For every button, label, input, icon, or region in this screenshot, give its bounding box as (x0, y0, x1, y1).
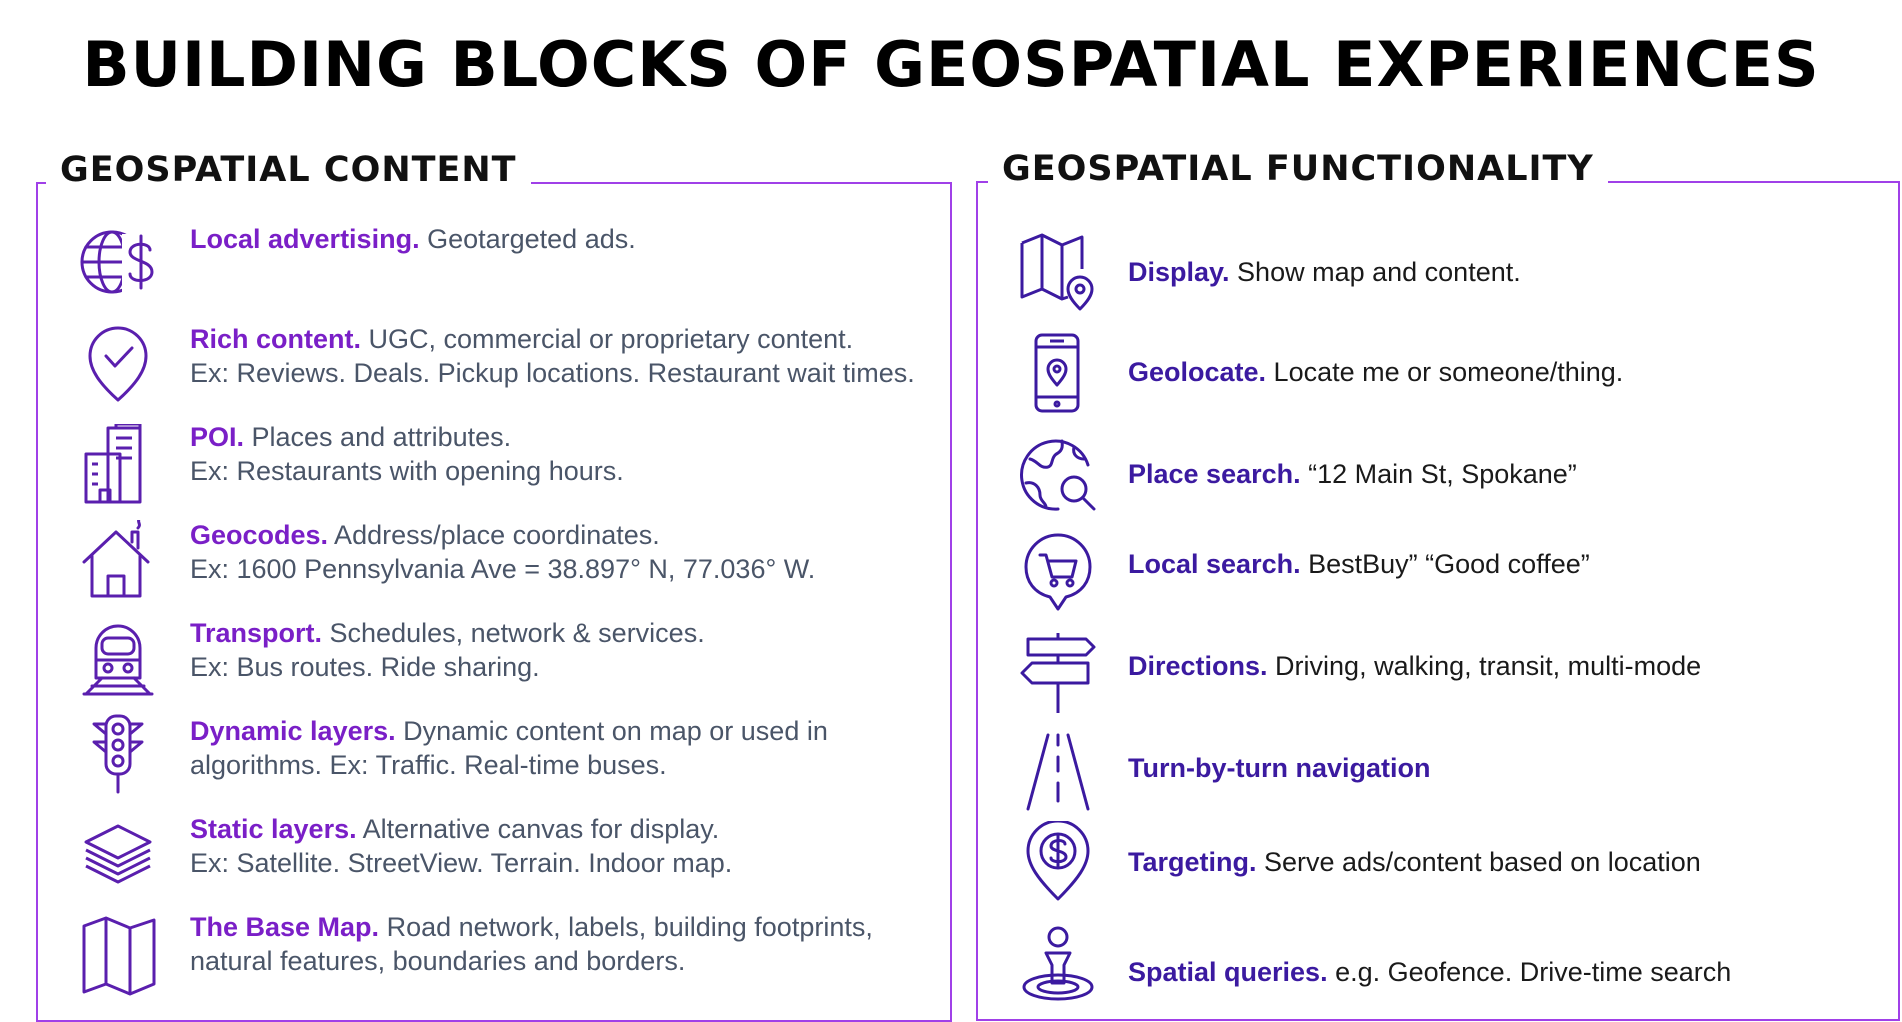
layers-icon (78, 816, 158, 896)
item-label: Local advertising. (190, 224, 420, 254)
item-description: Locate me or someone/thing. (1266, 357, 1624, 387)
item-label: Transport. (190, 618, 323, 648)
globe-search-icon (1018, 435, 1098, 515)
item-description: Alternative canvas for display. (356, 814, 720, 844)
item-description: UGC, commercial or proprietary content. (361, 324, 854, 354)
location-check-icon (78, 324, 158, 404)
item-example: Ex: Reviews. Deals. Pickup locations. Re… (190, 358, 915, 388)
item-label: Turn-by-turn navigation (1128, 753, 1431, 783)
item-description: Road network, labels, building footprint… (379, 912, 873, 942)
dollar-pin-icon (1018, 821, 1098, 901)
item-example: natural features, boundaries and borders… (190, 946, 686, 976)
item-description: “12 Main St, Spokane” (1300, 459, 1577, 489)
item-label: Display. (1128, 257, 1230, 287)
signpost-icon (1018, 633, 1098, 713)
item-label: The Base Map. (190, 912, 380, 942)
item-description: Dynamic content on map or used in (395, 716, 828, 746)
item-label: POI. (190, 422, 245, 452)
functionality-heading: GEOSPATIAL FUNCTIONALITY (988, 149, 1608, 189)
content-heading: GEOSPATIAL CONTENT (46, 150, 531, 190)
road-icon (1018, 731, 1098, 811)
map-pin-icon (1018, 233, 1098, 313)
item-description: Show map and content. (1229, 257, 1521, 287)
page-title: BUILDING BLOCKS OF GEOSPATIAL EXPERIENCE… (82, 28, 1820, 101)
item-label: Directions. (1128, 651, 1268, 681)
item-description: Geotargeted ads. (419, 224, 636, 254)
item-example: algorithms. Ex: Traffic. Real-time buses… (190, 750, 667, 780)
item-description: Serve ads/content based on location (1256, 847, 1701, 877)
globe-dollar-icon (78, 222, 158, 302)
item-label: Dynamic layers. (190, 716, 396, 746)
item-description: Schedules, network & services. (322, 618, 705, 648)
item-label: Rich content. (190, 324, 362, 354)
item-description: e.g. Geofence. Drive-time search (1327, 957, 1732, 987)
item-label: Geocodes. (190, 520, 329, 550)
cart-pin-icon (1018, 531, 1098, 611)
item-description: Address/place coordinates. (328, 520, 660, 550)
item-label: Geolocate. (1128, 357, 1267, 387)
item-label: Spatial queries. (1128, 957, 1328, 987)
item-example: Ex: 1600 Pennsylvania Ave = 38.897° N, 7… (190, 554, 816, 584)
item-label: Place search. (1128, 459, 1301, 489)
item-description: BestBuy” “Good coffee” (1300, 549, 1590, 579)
item-description: Driving, walking, transit, multi-mode (1267, 651, 1702, 681)
item-description: Places and attributes. (244, 422, 512, 452)
item-label: Local search. (1128, 549, 1301, 579)
item-label: Static layers. (190, 814, 357, 844)
train-icon (78, 622, 158, 702)
person-location-icon (1018, 925, 1098, 1005)
folded-map-icon (78, 916, 158, 996)
item-example: Ex: Restaurants with opening hours. (190, 456, 624, 486)
phone-location-icon (1018, 333, 1098, 413)
traffic-light-icon (78, 714, 158, 794)
item-example: Ex: Bus routes. Ride sharing. (190, 652, 540, 682)
geospatial-functionality-panel: GEOSPATIAL FUNCTIONALITY Display. Show m… (976, 149, 1900, 1021)
buildings-icon (78, 424, 158, 504)
geospatial-content-panel: GEOSPATIAL CONTENT Local advertising. Ge… (36, 150, 952, 1022)
item-label: Targeting. (1128, 847, 1257, 877)
house-icon (78, 520, 158, 600)
item-example: Ex: Satellite. StreetView. Terrain. Indo… (190, 848, 733, 878)
